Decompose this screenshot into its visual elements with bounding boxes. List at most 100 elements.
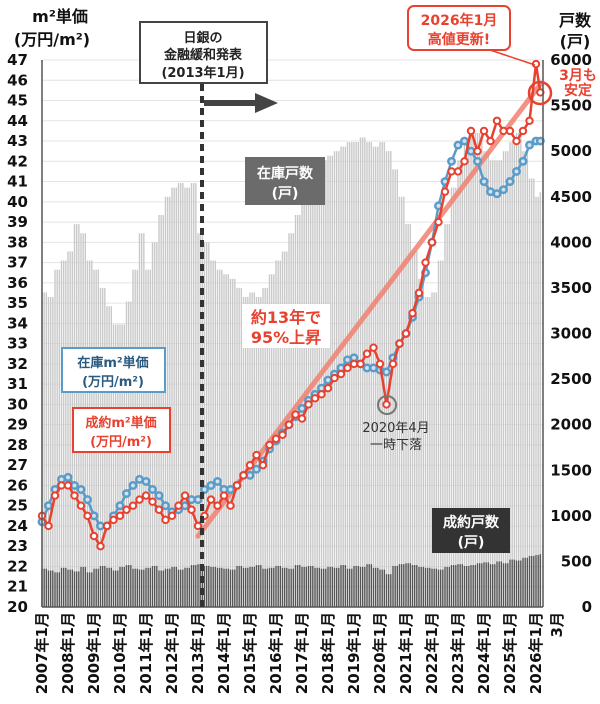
inventory-count-bar: [539, 192, 542, 608]
inventory-count-bar: [396, 169, 399, 607]
contract-count-label-1: 成約戸数: [443, 514, 500, 531]
contract-count-bar: [307, 565, 310, 607]
contract-count-bar: [344, 565, 347, 607]
contract-count-bar: [403, 564, 405, 607]
left-tick-label: 42: [7, 152, 28, 170]
contract-count-bar: [418, 566, 420, 607]
contract-count-bar: [251, 566, 253, 607]
right-tick-label: 3000: [550, 325, 592, 343]
inventory-count-bar: [509, 142, 511, 608]
contract-count-bar: [221, 567, 223, 607]
contract-count-bar: [530, 555, 533, 607]
inventory-count-bar: [413, 251, 416, 607]
contract-count-bar: [359, 566, 362, 607]
contract-count-bar: [134, 568, 136, 607]
stable-label-1: 3月も: [559, 68, 597, 84]
dip-label-2: 一時下落: [370, 438, 422, 453]
left-tick-label: 45: [7, 92, 28, 110]
contract-count-bar: [86, 572, 89, 607]
left-tick-label: 31: [7, 375, 28, 393]
contract-count-bar: [422, 566, 425, 607]
inventory-count-bar: [452, 187, 455, 607]
contract-count-bar: [214, 566, 217, 607]
inventory-count-bar: [355, 142, 357, 608]
contract-count-bar: [273, 567, 275, 607]
inventory-count-bar: [368, 142, 370, 608]
contract-count-bar: [106, 567, 108, 607]
x-tick-label: 2013年1月: [189, 612, 207, 694]
inventory-price-point: [206, 480, 216, 490]
inventory-count-bar: [422, 278, 425, 607]
inventory-count-bar: [188, 187, 191, 607]
contract-count-bar: [145, 567, 147, 607]
inventory-count-bar: [54, 269, 56, 607]
contract-count-bar: [472, 565, 474, 607]
contract-price-point: [232, 481, 242, 490]
x-tick-label: 2023年1月: [449, 612, 467, 694]
contract-count-bar: [225, 568, 227, 607]
inventory-count-bar: [303, 196, 305, 607]
contract-count-bar: [218, 567, 221, 607]
inventory-count-bar: [114, 324, 117, 607]
inventory-count-bar: [221, 269, 223, 607]
contract-count-bar: [184, 567, 186, 607]
left-tick-label: 23: [7, 537, 28, 555]
inventory-count-bar: [171, 187, 173, 607]
inventory-count-bar: [223, 274, 225, 607]
inventory-count-bar: [429, 297, 431, 607]
contract-count-bar: [173, 566, 175, 607]
inventory-count-bar: [110, 306, 113, 607]
inventory-count-bar: [526, 151, 529, 607]
contract-count-bar: [463, 565, 466, 607]
stable-marker-circle: [527, 80, 553, 106]
contract-count-bar: [333, 567, 336, 607]
inventory-count-bar: [535, 196, 537, 607]
left-tick-label: 35: [7, 294, 28, 312]
right-tick-label: 4000: [550, 233, 592, 251]
contract-count-bar: [392, 565, 394, 607]
inventory-price-point: [245, 470, 255, 480]
inventory-count-bar: [528, 178, 531, 607]
contract-price-point: [525, 116, 534, 125]
contract-price-point: [180, 491, 190, 500]
inventory-count-bar: [127, 301, 130, 607]
inventory-count-bar: [481, 132, 483, 607]
contract-count-bar: [82, 566, 84, 607]
contract-count-bar: [188, 567, 191, 607]
contract-count-bar: [112, 570, 115, 607]
left-tick-label: 38: [7, 233, 28, 251]
contract-count-bar: [270, 567, 273, 607]
inventory-count-bar: [353, 142, 355, 608]
inventory-count-bar: [470, 132, 472, 607]
contract-count-bar: [262, 568, 264, 607]
inventory-count-bar: [123, 324, 126, 607]
left-tick-label: 32: [7, 355, 28, 373]
contract-count-bar: [171, 566, 173, 607]
boj-box: [139, 21, 268, 84]
inventory-count-bar: [216, 269, 219, 607]
inventory-count-bar: [476, 132, 479, 607]
contract-count-bar: [457, 564, 459, 607]
inventory-price-label-1: 在庫m²単価: [77, 355, 148, 371]
inventory-count-bar: [49, 297, 52, 607]
contract-count-bar: [314, 567, 316, 607]
contract-count-bar: [192, 565, 195, 607]
left-axis-title-1: m²単価: [32, 7, 88, 26]
contract-count-bar: [385, 574, 388, 607]
contract-count-bar: [212, 566, 214, 607]
inventory-count-bar: [338, 151, 340, 607]
inventory-count-bar: [251, 292, 253, 607]
inventory-count-bar: [426, 297, 429, 607]
inventory-count-bar: [533, 178, 535, 607]
contract-price-point: [278, 430, 287, 439]
contract-count-bar: [366, 564, 368, 607]
contract-price-point: [291, 410, 300, 419]
rise-label-2: 95%上昇: [251, 328, 321, 347]
inventory-count-bar: [420, 278, 422, 607]
contract-price-point: [63, 481, 73, 490]
contract-count-bar: [483, 562, 485, 607]
contract-price-point: [239, 471, 248, 480]
contract-count-bar: [149, 567, 152, 607]
inventory-count-bar: [364, 137, 366, 607]
contract-price-point: [479, 126, 489, 136]
